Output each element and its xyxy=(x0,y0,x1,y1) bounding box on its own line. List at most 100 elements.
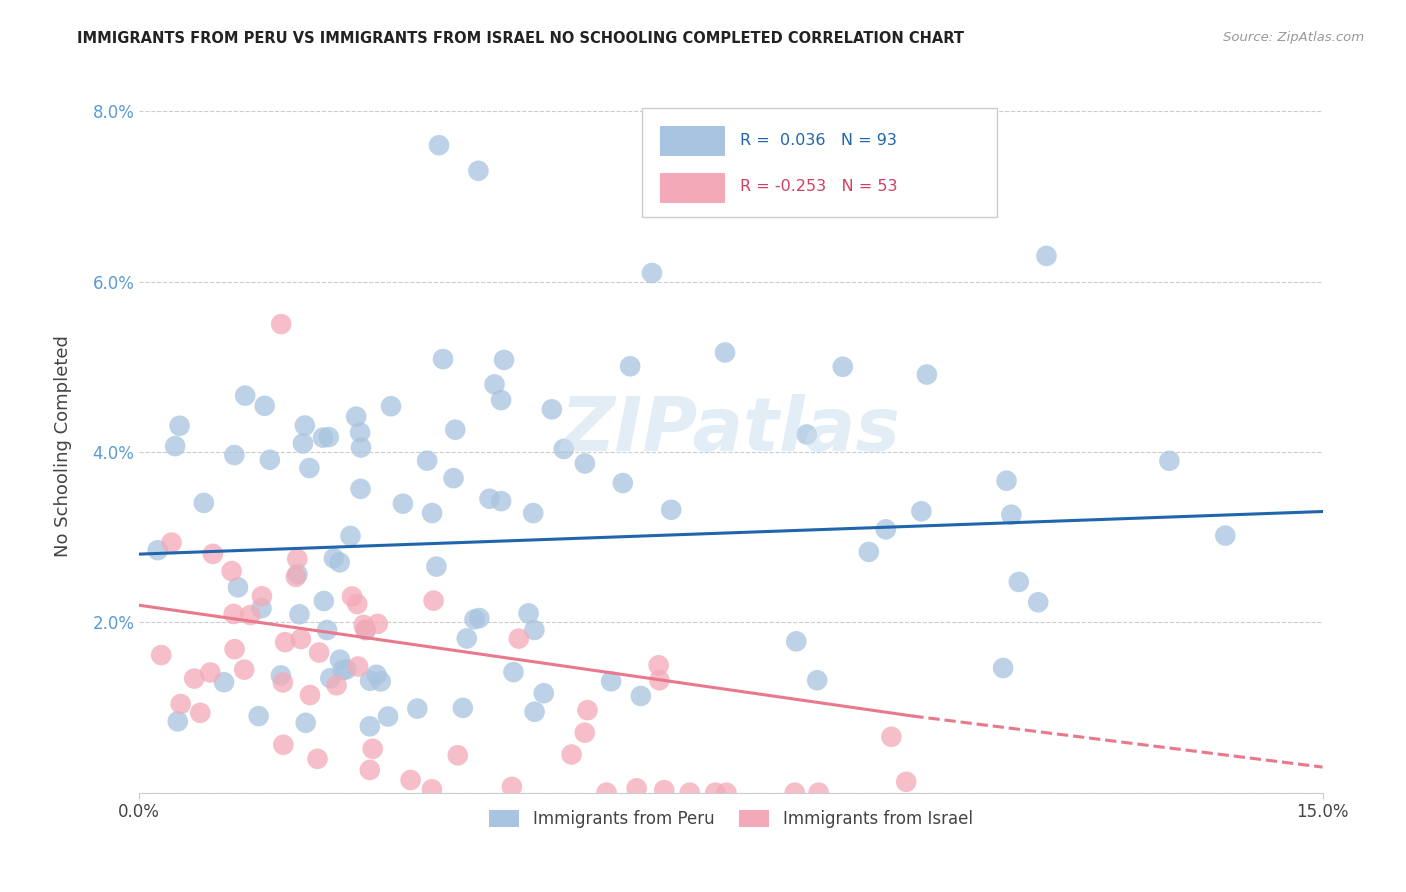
Text: ZIPatlas: ZIPatlas xyxy=(561,394,901,467)
Point xyxy=(166,714,188,729)
Point xyxy=(517,607,540,621)
Point xyxy=(456,632,478,646)
Point xyxy=(312,594,335,608)
Point xyxy=(626,781,648,796)
Point xyxy=(464,612,486,626)
Point xyxy=(233,389,256,403)
Point xyxy=(915,368,938,382)
Point xyxy=(630,689,652,703)
Point xyxy=(285,552,308,566)
Point xyxy=(502,665,524,679)
Point xyxy=(316,623,339,637)
Point xyxy=(294,715,316,730)
Point xyxy=(366,668,388,682)
Point xyxy=(991,661,1014,675)
Point xyxy=(484,377,506,392)
Point xyxy=(478,491,501,506)
Point xyxy=(353,618,375,632)
Point xyxy=(347,659,370,673)
Point xyxy=(290,632,312,646)
Point xyxy=(432,352,454,367)
Point xyxy=(523,705,546,719)
Point xyxy=(910,504,932,518)
Point xyxy=(367,616,389,631)
Point xyxy=(659,502,682,516)
Point xyxy=(354,623,377,637)
Point xyxy=(319,671,342,685)
Point xyxy=(652,783,675,797)
Point xyxy=(540,402,562,417)
Point xyxy=(447,748,470,763)
Point xyxy=(648,673,671,688)
Point xyxy=(200,665,222,680)
Point xyxy=(796,427,818,442)
Point xyxy=(359,673,381,688)
Point xyxy=(224,448,246,462)
Point xyxy=(288,607,311,622)
Point xyxy=(359,763,381,777)
Point xyxy=(284,570,307,584)
Point xyxy=(468,611,491,625)
Point xyxy=(344,409,367,424)
Point xyxy=(1026,595,1049,609)
Text: No Schooling Completed: No Schooling Completed xyxy=(55,335,72,557)
Point xyxy=(533,686,555,700)
Point xyxy=(783,786,806,800)
Point xyxy=(287,567,309,582)
Point xyxy=(522,506,544,520)
Legend: Immigrants from Peru, Immigrants from Israel: Immigrants from Peru, Immigrants from Is… xyxy=(482,804,979,835)
Point xyxy=(325,678,347,692)
Point xyxy=(714,345,737,359)
Point xyxy=(169,418,191,433)
Point xyxy=(553,442,575,456)
FancyBboxPatch shape xyxy=(659,172,725,202)
Point xyxy=(354,624,377,638)
Point xyxy=(271,675,294,690)
Point xyxy=(427,138,450,153)
Point xyxy=(392,497,415,511)
Point xyxy=(201,547,224,561)
Point xyxy=(298,688,321,702)
Point xyxy=(600,674,623,689)
Point xyxy=(361,741,384,756)
FancyBboxPatch shape xyxy=(659,126,725,156)
Point xyxy=(679,786,702,800)
Point xyxy=(380,399,402,413)
Point xyxy=(270,317,292,331)
Point xyxy=(444,423,467,437)
Point xyxy=(350,441,373,455)
Point xyxy=(160,535,183,549)
Point xyxy=(339,529,361,543)
Point xyxy=(576,703,599,717)
Point xyxy=(619,359,641,374)
Point xyxy=(1159,454,1181,468)
Point xyxy=(1035,249,1057,263)
Point xyxy=(995,474,1018,488)
Point xyxy=(420,782,443,797)
Point xyxy=(274,635,297,649)
Point xyxy=(239,608,262,623)
Point xyxy=(451,701,474,715)
Point xyxy=(416,453,439,467)
Point xyxy=(807,786,830,800)
Point xyxy=(307,752,329,766)
Point xyxy=(349,482,371,496)
Point xyxy=(170,697,193,711)
Point xyxy=(406,701,429,715)
Point xyxy=(612,476,634,491)
Point xyxy=(226,580,249,594)
Text: R =  0.036   N = 93: R = 0.036 N = 93 xyxy=(741,133,897,148)
Point xyxy=(224,642,246,657)
Point xyxy=(785,634,807,648)
Point xyxy=(193,496,215,510)
Point xyxy=(329,653,352,667)
Point xyxy=(574,725,596,739)
Point xyxy=(647,658,669,673)
Point xyxy=(335,662,357,676)
Point xyxy=(1213,528,1236,542)
Point xyxy=(346,597,368,611)
Text: Source: ZipAtlas.com: Source: ZipAtlas.com xyxy=(1223,31,1364,45)
Point xyxy=(233,663,256,677)
Point xyxy=(273,738,295,752)
Point xyxy=(146,543,169,558)
